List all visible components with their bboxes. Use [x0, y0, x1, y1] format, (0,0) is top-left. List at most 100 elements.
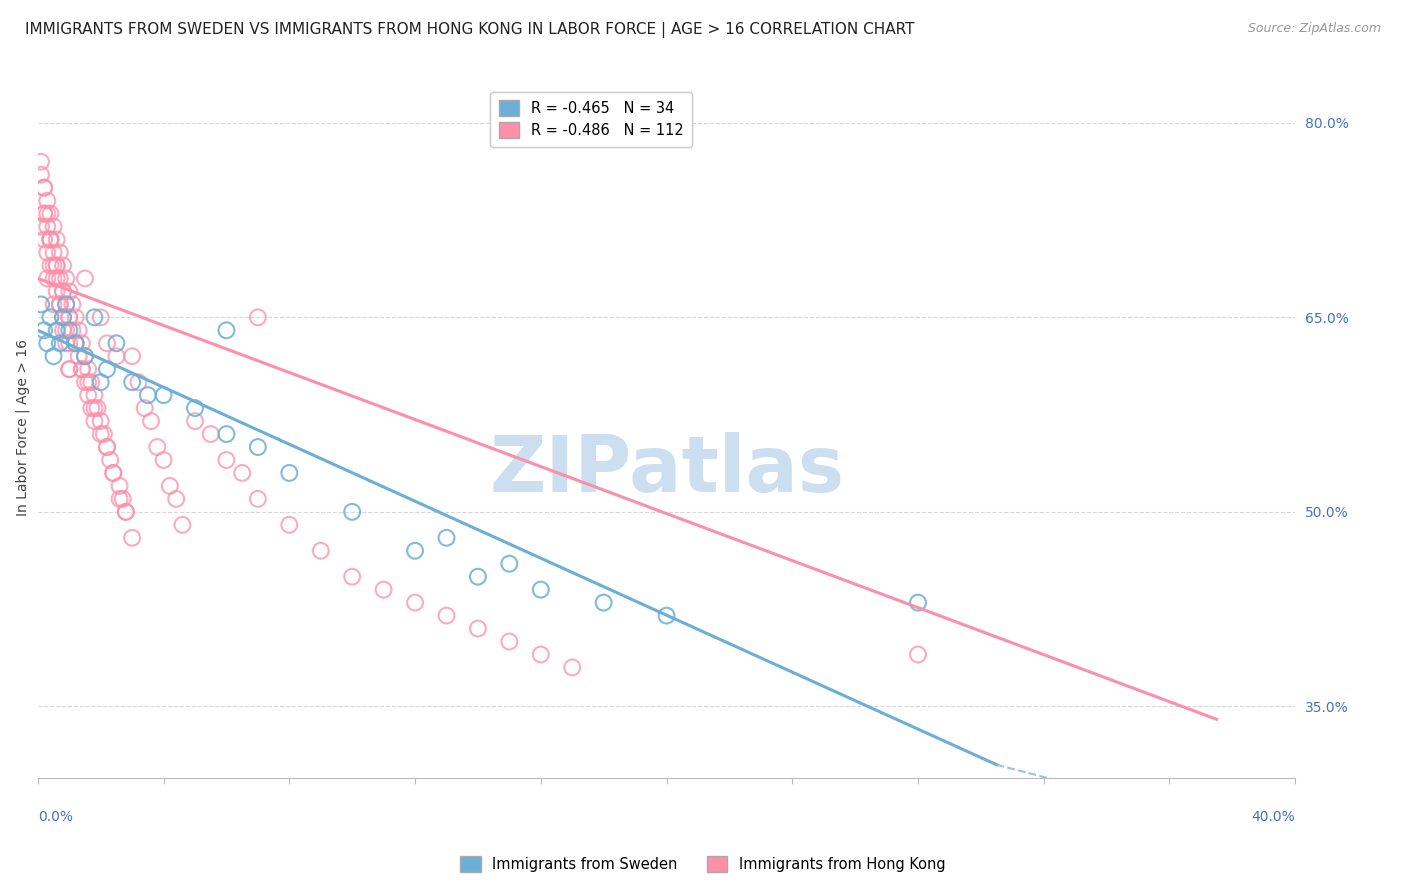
Point: [246, 491, 269, 506]
Point: [184, 414, 207, 428]
Point: [32, 206, 55, 220]
Point: [49, 297, 72, 311]
Point: [121, 349, 143, 363]
Point: [103, 466, 125, 480]
Point: [77, 375, 100, 389]
Point: [52, 285, 75, 299]
Point: [49, 271, 72, 285]
Point: [30, 297, 52, 311]
Point: [96, 440, 118, 454]
Point: [45, 285, 67, 299]
Point: [39, 233, 62, 247]
Point: [96, 336, 118, 351]
Point: [73, 271, 96, 285]
Point: [32, 323, 55, 337]
Point: [73, 349, 96, 363]
Point: [42, 271, 65, 285]
Point: [58, 310, 80, 325]
Point: [45, 233, 67, 247]
Point: [37, 206, 59, 220]
Point: [340, 570, 363, 584]
Point: [127, 375, 149, 389]
Point: [42, 219, 65, 234]
Y-axis label: In Labor Force | Age > 16: In Labor Force | Age > 16: [15, 339, 30, 516]
Point: [83, 310, 105, 325]
Point: [42, 349, 65, 363]
Point: [467, 570, 489, 584]
Point: [45, 259, 67, 273]
Point: [77, 388, 100, 402]
Point: [70, 336, 93, 351]
Point: [52, 310, 75, 325]
Point: [436, 608, 458, 623]
Point: [121, 531, 143, 545]
Text: 0.0%: 0.0%: [38, 810, 73, 824]
Point: [37, 194, 59, 208]
Point: [73, 349, 96, 363]
Point: [152, 388, 174, 402]
Point: [93, 427, 115, 442]
Point: [39, 233, 62, 247]
Point: [152, 453, 174, 467]
Point: [105, 349, 128, 363]
Point: [42, 259, 65, 273]
Point: [172, 517, 194, 532]
Point: [115, 505, 138, 519]
Point: [65, 310, 87, 325]
Point: [134, 401, 156, 416]
Text: IMMIGRANTS FROM SWEDEN VS IMMIGRANTS FROM HONG KONG IN LABOR FORCE | AGE > 16 CO: IMMIGRANTS FROM SWEDEN VS IMMIGRANTS FRO…: [25, 22, 915, 38]
Point: [62, 323, 84, 337]
Point: [32, 180, 55, 194]
Point: [246, 310, 269, 325]
Point: [58, 285, 80, 299]
Point: [498, 634, 520, 648]
Point: [1220, 790, 1243, 805]
Point: [655, 608, 678, 623]
Point: [215, 323, 238, 337]
Point: [49, 245, 72, 260]
Point: [37, 271, 59, 285]
Point: [200, 427, 222, 442]
Text: ZIPatlas: ZIPatlas: [489, 432, 844, 508]
Point: [90, 310, 112, 325]
Point: [52, 310, 75, 325]
Point: [67, 323, 90, 337]
Point: [73, 375, 96, 389]
Point: [32, 206, 55, 220]
Point: [436, 531, 458, 545]
Point: [90, 375, 112, 389]
Point: [246, 440, 269, 454]
Point: [467, 622, 489, 636]
Point: [65, 336, 87, 351]
Point: [39, 233, 62, 247]
Point: [32, 233, 55, 247]
Point: [373, 582, 395, 597]
Point: [39, 310, 62, 325]
Point: [58, 336, 80, 351]
Point: [58, 310, 80, 325]
Point: [404, 543, 426, 558]
Point: [30, 168, 52, 182]
Point: [67, 349, 90, 363]
Point: [98, 453, 121, 467]
Point: [65, 336, 87, 351]
Point: [907, 596, 929, 610]
Point: [58, 323, 80, 337]
Point: [37, 336, 59, 351]
Point: [42, 297, 65, 311]
Point: [139, 414, 162, 428]
Point: [49, 297, 72, 311]
Point: [37, 219, 59, 234]
Point: [80, 401, 103, 416]
Point: [52, 285, 75, 299]
Point: [592, 596, 614, 610]
Point: [159, 479, 181, 493]
Point: [83, 401, 105, 416]
Point: [32, 180, 55, 194]
Point: [404, 596, 426, 610]
Point: [96, 362, 118, 376]
Text: Source: ZipAtlas.com: Source: ZipAtlas.com: [1247, 22, 1381, 36]
Point: [103, 466, 125, 480]
Text: 40.0%: 40.0%: [1251, 810, 1295, 824]
Point: [165, 491, 187, 506]
